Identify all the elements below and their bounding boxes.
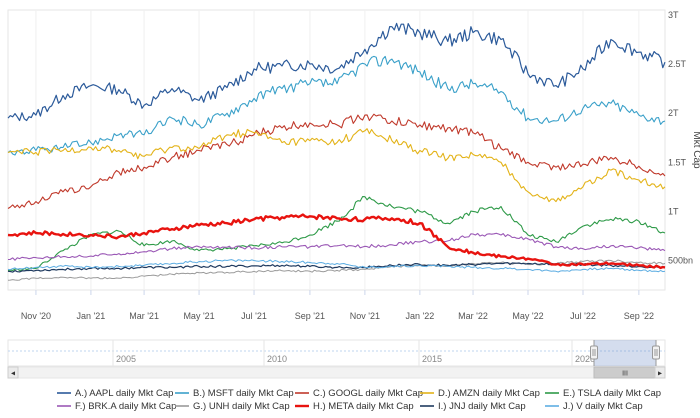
legend-item[interactable]: J.) V daily Mkt Cap	[545, 401, 643, 412]
x-tick-label: Sep '21	[295, 311, 325, 321]
x-tick-label: Jan '21	[77, 311, 106, 321]
legend-label: H.) META daily Mkt Cap	[313, 401, 414, 412]
legend-label: F.) BRK.A daily Mkt Cap	[75, 401, 176, 412]
scroll-right-button[interactable]	[654, 366, 666, 379]
x-tick-label: Nov '20	[21, 311, 51, 321]
x-tick-label: Jul '22	[570, 311, 596, 321]
x-tick-label: May '21	[183, 311, 214, 321]
legend-item[interactable]: A.) AAPL daily Mkt Cap	[57, 388, 173, 399]
legend-item[interactable]: E.) TSLA daily Mkt Cap	[545, 388, 661, 399]
legend-item[interactable]: G.) UNH daily Mkt Cap	[175, 401, 290, 412]
scroll-left-button[interactable]	[7, 366, 19, 379]
legend-label: B.) MSFT daily Mkt Cap	[193, 388, 294, 399]
series-line-brka[interactable]	[7, 232, 666, 261]
x-axis: Nov '20 Jan '21 Mar '21 May '21 Jul '21 Sep '…	[21, 290, 654, 321]
navigator-left-handle[interactable]	[590, 345, 598, 360]
scrollbar-grip: III	[622, 371, 628, 378]
x-tick-label: Nov '21	[350, 311, 380, 321]
x-tick-label: Jan '22	[405, 311, 434, 321]
y-tick-label: 3T	[668, 10, 679, 20]
legend-item[interactable]: B.) MSFT daily Mkt Cap	[175, 388, 294, 399]
y-tick-label: 1.5T	[668, 157, 687, 167]
series-line-tsla[interactable]	[7, 196, 666, 271]
navigator[interactable]: 2005 2010 2015 2020 ◂ III ▸	[7, 339, 666, 379]
x-tick-label: Sep '22	[624, 311, 654, 321]
plot-area-border	[7, 9, 666, 291]
series-line-amzn[interactable]	[7, 128, 666, 203]
y-tick-label: 2.5T	[668, 59, 687, 69]
legend-label: G.) UNH daily Mkt Cap	[193, 401, 290, 412]
legend-label: D.) AMZN daily Mkt Cap	[438, 388, 540, 399]
legend-item[interactable]: C.) GOOGL daily Mkt Cap	[295, 388, 423, 399]
y-axis: 500bn 1T 1.5T 2T 2.5T 3T	[668, 10, 693, 266]
navigator-year-label: 2020	[575, 354, 595, 364]
series-layer[interactable]	[7, 22, 666, 281]
legend-item[interactable]: F.) BRK.A daily Mkt Cap	[57, 401, 176, 412]
grid	[7, 9, 666, 291]
navigator-selection[interactable]	[594, 340, 656, 366]
scrollbar-track[interactable]	[7, 366, 666, 379]
series-line-aapl[interactable]	[7, 22, 666, 122]
navigator-year-label: 2015	[422, 354, 442, 364]
x-tick-label: Jul '21	[241, 311, 267, 321]
y-tick-label: 1T	[668, 206, 679, 216]
legend[interactable]: A.) AAPL daily Mkt Cap B.) MSFT daily Mkt…	[57, 388, 661, 412]
legend-label: I.) JNJ daily Mkt Cap	[438, 401, 526, 412]
y-tick-label: 2T	[668, 108, 679, 118]
scroll-left-icon: ◂	[11, 369, 15, 378]
x-tick-label: Mar '22	[458, 311, 488, 321]
navigator-year-label: 2010	[267, 354, 287, 364]
legend-label: A.) AAPL daily Mkt Cap	[75, 388, 173, 399]
y-tick-label: 500bn	[668, 256, 693, 266]
series-line-v[interactable]	[7, 259, 666, 273]
navigator-track	[7, 339, 666, 367]
scroll-right-icon: ▸	[658, 369, 662, 378]
legend-item[interactable]: H.) META daily Mkt Cap	[295, 401, 414, 412]
navigator-right-handle[interactable]	[652, 345, 660, 360]
legend-label: J.) V daily Mkt Cap	[563, 401, 643, 412]
series-line-meta[interactable]	[7, 213, 666, 270]
x-tick-label: May '22	[512, 311, 543, 321]
series-line-msft[interactable]	[7, 55, 666, 156]
navigator-year-label: 2005	[116, 354, 136, 364]
y-axis-title: Mkt Cap	[691, 131, 700, 169]
series-line-googl[interactable]	[7, 113, 666, 209]
legend-item[interactable]: D.) AMZN daily Mkt Cap	[420, 388, 540, 399]
x-tick-label: Mar '21	[129, 311, 159, 321]
legend-item[interactable]: I.) JNJ daily Mkt Cap	[420, 401, 526, 412]
legend-label: E.) TSLA daily Mkt Cap	[563, 388, 661, 399]
legend-label: C.) GOOGL daily Mkt Cap	[313, 388, 423, 399]
